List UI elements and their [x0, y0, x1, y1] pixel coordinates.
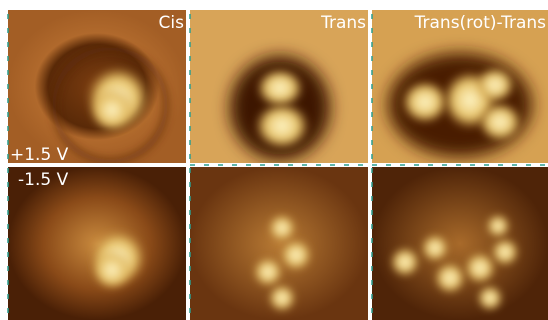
column-label: Cis	[159, 13, 185, 33]
panel-trans-bottom	[190, 167, 368, 320]
panel-transrot-bottom	[372, 167, 548, 320]
row-label: +1.5 V	[10, 145, 69, 165]
row-label: -1.5 V	[18, 170, 69, 190]
column-label: Trans	[320, 13, 366, 33]
column-label: Trans(rot)-Trans	[414, 13, 547, 33]
figure: Cis Trans Trans(rot)-Trans +1.5 V -1.5 V	[0, 0, 548, 320]
